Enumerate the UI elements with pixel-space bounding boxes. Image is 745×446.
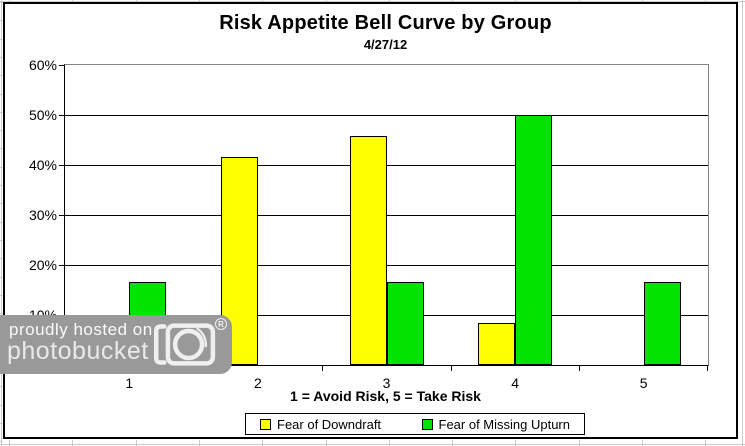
- x-axis-label: 5: [639, 375, 648, 391]
- legend-label-fear-of-missing-upturn: Fear of Missing Upturn: [438, 416, 571, 432]
- spreadsheet-gridline: [0, 404, 3, 406]
- spreadsheet-gridline: [0, 185, 3, 186]
- gridline: [65, 114, 708, 116]
- spreadsheet-gridline: [0, 313, 3, 315]
- spreadsheet-gridline: [198, 0, 200, 3]
- spreadsheet-gridline: [388, 0, 390, 3]
- legend-item-fear-of-missing-upturn: Fear of Missing Upturn: [421, 416, 571, 432]
- y-axis-label: 30%: [28, 207, 57, 223]
- y-axis-label: 20%: [28, 257, 57, 273]
- spreadsheet-gridline: [0, 166, 3, 168]
- legend-swatch-fear-of-missing-upturn: [421, 418, 433, 430]
- spreadsheet-gridline: [515, 440, 517, 446]
- y-axis-tick: [59, 114, 64, 116]
- x-axis-label: 4: [511, 375, 519, 391]
- x-axis-title: 1 = Avoid Risk, 5 = Take Risk: [290, 388, 481, 404]
- bar-fear-of-missing-upturn-group-3: [386, 281, 424, 365]
- spreadsheet-gridline: [642, 440, 643, 446]
- gridline: [65, 264, 708, 266]
- spreadsheet-gridline: [9, 440, 10, 446]
- watermark-text-line2: photobucket: [7, 337, 149, 365]
- spreadsheet-gridline: [388, 440, 390, 446]
- legend-swatch-fear-of-downdraft: [260, 418, 271, 430]
- spreadsheet-gridline: [9, 0, 10, 3]
- watermark: proudly hosted on photobucket R: [0, 315, 232, 374]
- spreadsheet-gridline: [0, 203, 3, 205]
- bar-fear-of-missing-upturn-group-4: [515, 115, 553, 365]
- spreadsheet-gridline: [705, 440, 707, 446]
- x-axis-tick: [322, 365, 324, 371]
- y-axis-label: 40%: [28, 157, 57, 173]
- spreadsheet-gridline: [0, 239, 3, 241]
- spreadsheet-gridline: [0, 444, 745, 445]
- spreadsheet-gridline: [198, 440, 200, 446]
- spreadsheet-gridline: [0, 111, 3, 113]
- bar-fear-of-downdraft-group-4: [478, 323, 516, 365]
- chart-title: Risk Appetite Bell Curve by Group: [219, 12, 552, 34]
- spreadsheet-gridline: [135, 440, 137, 446]
- spreadsheet-gridline: [262, 0, 264, 3]
- spreadsheet-gridline: [705, 0, 707, 3]
- spreadsheet-gridline: [135, 0, 137, 3]
- spreadsheet-gridline: [515, 0, 517, 3]
- legend-label-fear-of-downdraft: Fear of Downdraft: [277, 416, 382, 432]
- x-axis-label: 1: [125, 375, 134, 391]
- legend-item-fear-of-downdraft: Fear of Downdraft: [260, 417, 381, 432]
- watermark-text-line1: proudly hosted on: [9, 320, 153, 339]
- spreadsheet-gridline: [72, 0, 74, 3]
- registered-trademark-icon: R: [215, 318, 227, 330]
- camera-icon: [153, 323, 216, 366]
- spreadsheet-gridline: [0, 221, 3, 223]
- spreadsheet-gridline: [0, 422, 3, 424]
- legend: Fear of Downdraft Fear of Missing Upturn: [245, 413, 585, 435]
- spreadsheet-gridline: [0, 20, 3, 22]
- x-axis-label: 2: [253, 375, 262, 391]
- y-axis-label: 50%: [28, 107, 57, 123]
- x-axis-label: 3: [382, 375, 391, 391]
- spreadsheet-gridline: [578, 0, 580, 3]
- y-axis-label: 60%: [28, 57, 57, 73]
- spreadsheet-gridline: [578, 440, 580, 446]
- x-axis-tick: [579, 365, 581, 371]
- spreadsheet-gridline: [325, 0, 327, 3]
- spreadsheet-gridline: [452, 440, 454, 446]
- y-axis-tick: [59, 164, 64, 166]
- y-axis-tick: [59, 264, 64, 266]
- gridline: [65, 214, 708, 216]
- y-axis-tick: [59, 64, 64, 66]
- chart-subtitle: 4/27/12: [363, 37, 408, 52]
- spreadsheet-gridline: [0, 1, 745, 2]
- spreadsheet-gridline: [642, 0, 643, 3]
- spreadsheet-gridline: [1, 0, 2, 446]
- spreadsheet-gridline: [452, 0, 454, 3]
- spreadsheet-gridline: [0, 38, 3, 40]
- spreadsheet-gridline: [0, 386, 3, 388]
- spreadsheet-gridline: [0, 148, 3, 150]
- bar-fear-of-missing-upturn-group-5: [643, 281, 681, 365]
- spreadsheet-gridline: [0, 75, 3, 77]
- spreadsheet-gridline: [262, 440, 264, 446]
- y-axis-tick: [59, 214, 64, 216]
- spreadsheet-gridline: [0, 130, 3, 132]
- gridline: [65, 164, 708, 166]
- spreadsheet-gridline: [0, 93, 3, 95]
- spreadsheet-gridline: [0, 441, 3, 443]
- spreadsheet-gridline: [0, 276, 3, 278]
- spreadsheet-gridline: [325, 440, 327, 446]
- spreadsheet-gridline: [0, 2, 3, 3]
- spreadsheet-gridline: [0, 56, 3, 58]
- spreadsheet-gridline: [0, 258, 3, 260]
- x-axis-tick: [707, 365, 708, 371]
- spreadsheet-gridline: [742, 0, 743, 446]
- spreadsheet-gridline: [0, 294, 3, 296]
- spreadsheet-gridline: [72, 440, 74, 446]
- x-axis-tick: [450, 365, 452, 371]
- bar-fear-of-downdraft-group-3: [349, 135, 387, 365]
